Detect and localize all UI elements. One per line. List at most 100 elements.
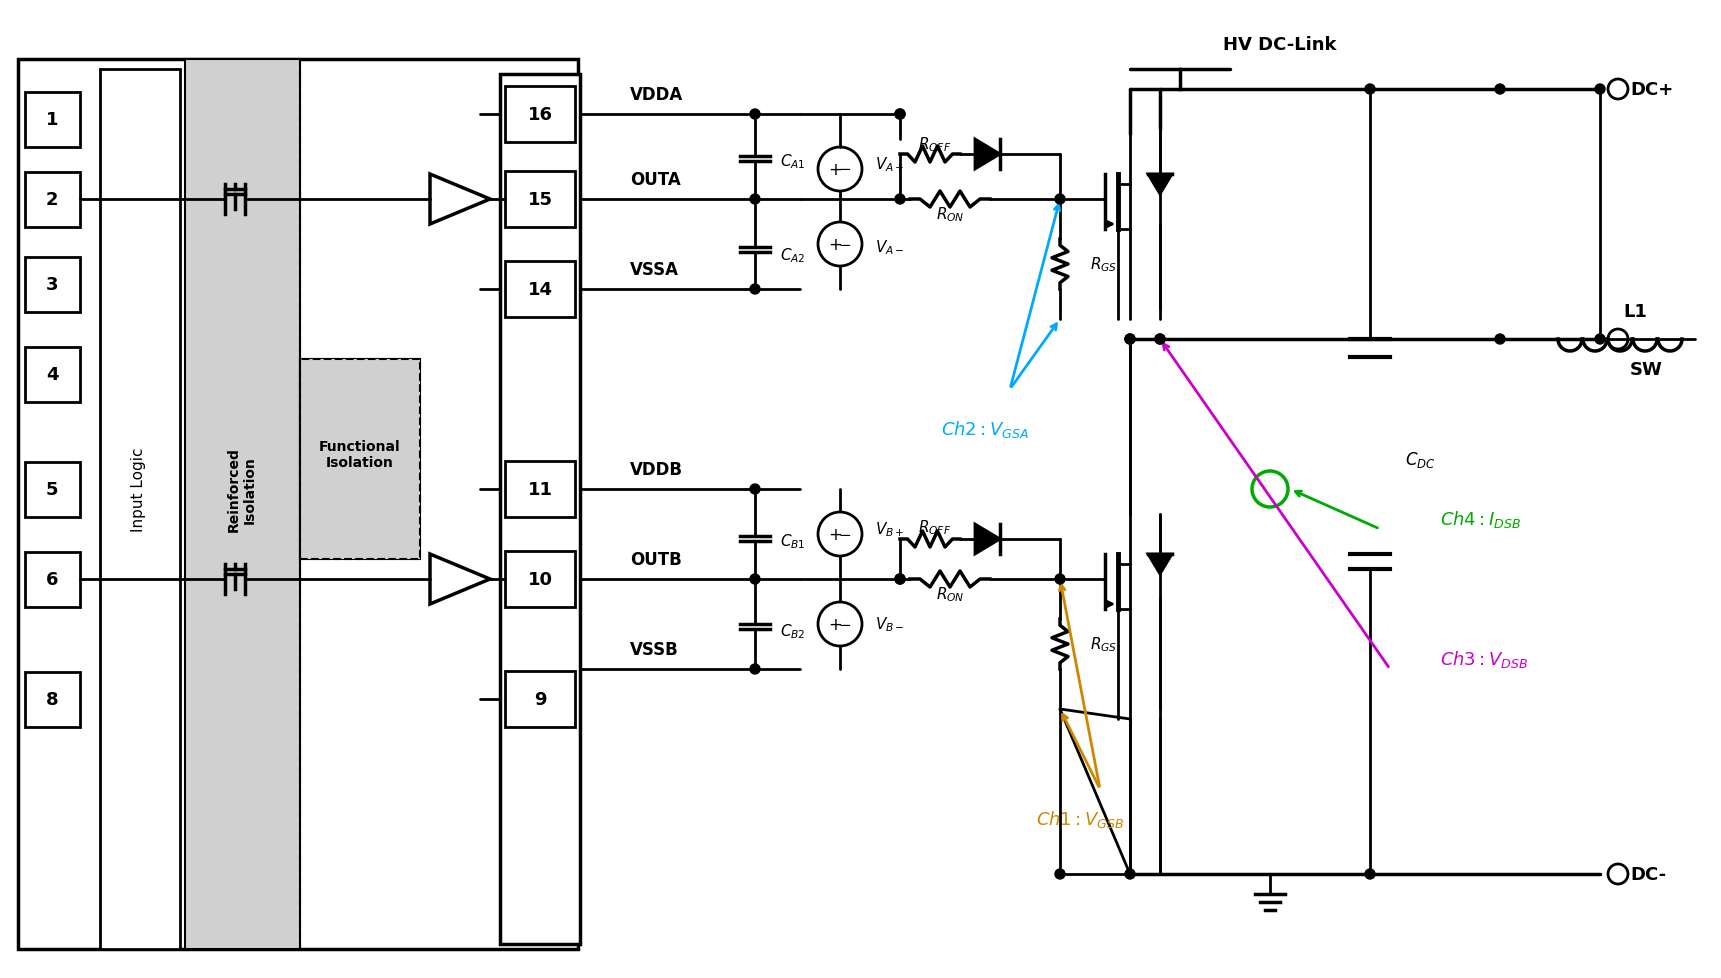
Circle shape: [1365, 85, 1375, 95]
Text: −: −: [838, 238, 852, 252]
Text: −: −: [838, 162, 852, 177]
FancyBboxPatch shape: [504, 87, 575, 143]
Text: $R_{ON}$: $R_{ON}$: [936, 205, 964, 224]
Circle shape: [1595, 85, 1606, 95]
Circle shape: [1155, 334, 1165, 344]
Text: $V_{A+}$: $V_{A+}$: [874, 156, 905, 174]
Circle shape: [750, 484, 761, 495]
Text: $Ch3:V_{DSB}$: $Ch3:V_{DSB}$: [1440, 648, 1528, 670]
Circle shape: [895, 195, 905, 204]
Text: OUTA: OUTA: [630, 171, 682, 189]
FancyBboxPatch shape: [504, 262, 575, 318]
FancyBboxPatch shape: [184, 60, 299, 949]
Circle shape: [895, 574, 905, 585]
Circle shape: [1496, 85, 1504, 95]
FancyBboxPatch shape: [26, 672, 79, 728]
Text: OUTB: OUTB: [630, 551, 682, 568]
FancyBboxPatch shape: [501, 75, 580, 944]
Circle shape: [1126, 334, 1136, 344]
Text: $Ch4:I_{DSB}$: $Ch4:I_{DSB}$: [1440, 509, 1521, 530]
Text: +: +: [828, 160, 842, 179]
FancyBboxPatch shape: [17, 60, 578, 949]
Text: $Ch1:V_{GSB}$: $Ch1:V_{GSB}$: [1036, 809, 1124, 829]
Circle shape: [750, 574, 761, 585]
Circle shape: [1155, 334, 1165, 344]
Circle shape: [1251, 471, 1287, 508]
Text: 4: 4: [46, 366, 59, 383]
FancyBboxPatch shape: [504, 172, 575, 228]
Polygon shape: [1148, 175, 1172, 195]
Circle shape: [1055, 195, 1065, 204]
Text: L1: L1: [1623, 302, 1647, 321]
FancyBboxPatch shape: [504, 671, 575, 728]
Text: +: +: [828, 615, 842, 634]
Text: $C_{A1}$: $C_{A1}$: [780, 153, 805, 171]
Circle shape: [895, 110, 905, 120]
Circle shape: [817, 602, 862, 646]
FancyBboxPatch shape: [299, 360, 420, 559]
Text: $C_{A2}$: $C_{A2}$: [780, 246, 805, 265]
Text: 9: 9: [534, 690, 546, 708]
Text: $C_{DC}$: $C_{DC}$: [1404, 450, 1435, 469]
FancyBboxPatch shape: [26, 173, 79, 228]
Text: VDDB: VDDB: [630, 461, 683, 478]
Polygon shape: [976, 524, 1000, 555]
Text: 14: 14: [528, 281, 552, 298]
Text: 8: 8: [46, 690, 59, 708]
Circle shape: [895, 574, 905, 585]
Circle shape: [1365, 869, 1375, 879]
Text: HV DC-Link: HV DC-Link: [1224, 36, 1337, 54]
Text: VDDA: VDDA: [630, 86, 683, 104]
Text: Reinforced
Isolation: Reinforced Isolation: [227, 447, 256, 532]
FancyBboxPatch shape: [26, 93, 79, 148]
Circle shape: [1607, 330, 1628, 350]
Text: $V_{B+}$: $V_{B+}$: [874, 520, 905, 539]
Text: VSSB: VSSB: [630, 641, 678, 658]
FancyBboxPatch shape: [26, 258, 79, 313]
Circle shape: [1126, 869, 1136, 879]
Bar: [299, 360, 420, 559]
Text: Functional
Isolation: Functional Isolation: [318, 439, 401, 469]
Text: +: +: [828, 525, 842, 544]
Text: 2: 2: [46, 191, 59, 208]
Text: +: +: [828, 236, 842, 253]
Text: 6: 6: [46, 570, 59, 589]
Text: $Ch2:V_{GSA}$: $Ch2:V_{GSA}$: [941, 419, 1029, 440]
FancyBboxPatch shape: [504, 552, 575, 607]
Polygon shape: [976, 140, 1000, 170]
Text: $C_{B2}$: $C_{B2}$: [780, 622, 805, 641]
Circle shape: [1595, 334, 1606, 344]
Circle shape: [817, 223, 862, 267]
Text: Input Logic: Input Logic: [131, 447, 146, 532]
FancyBboxPatch shape: [504, 462, 575, 517]
Text: 16: 16: [528, 106, 552, 124]
FancyBboxPatch shape: [26, 553, 79, 607]
Text: 15: 15: [528, 191, 552, 208]
Circle shape: [1496, 334, 1504, 344]
Circle shape: [817, 148, 862, 192]
Text: SW: SW: [1630, 361, 1662, 378]
FancyBboxPatch shape: [26, 347, 79, 403]
Circle shape: [1055, 869, 1065, 879]
Text: 1: 1: [46, 111, 59, 129]
Circle shape: [1607, 865, 1628, 884]
Text: 10: 10: [528, 570, 552, 589]
Circle shape: [750, 285, 761, 294]
Circle shape: [1126, 334, 1136, 344]
Text: DC+: DC+: [1630, 81, 1673, 99]
Text: −: −: [838, 617, 852, 632]
Circle shape: [817, 512, 862, 556]
Text: $R_{GS}$: $R_{GS}$: [1089, 255, 1117, 274]
Text: $V_{A-}$: $V_{A-}$: [874, 239, 905, 257]
Text: $C_{B1}$: $C_{B1}$: [780, 532, 805, 551]
FancyBboxPatch shape: [100, 70, 181, 949]
Polygon shape: [1148, 555, 1172, 574]
Text: $R_{GS}$: $R_{GS}$: [1089, 635, 1117, 653]
Circle shape: [1055, 574, 1065, 585]
FancyBboxPatch shape: [26, 463, 79, 517]
Circle shape: [750, 110, 761, 120]
Text: $R_{OFF}$: $R_{OFF}$: [919, 518, 952, 537]
Text: 11: 11: [528, 480, 552, 499]
Text: −: −: [838, 527, 852, 542]
Text: VSSA: VSSA: [630, 261, 680, 279]
